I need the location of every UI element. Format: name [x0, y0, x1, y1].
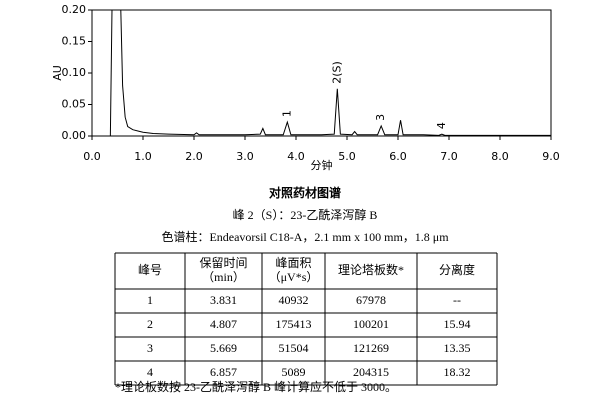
table-cell: 18.32 — [444, 365, 471, 379]
peak-note: 峰 2（S）：23-乙酰泽泻醇 B — [233, 207, 378, 222]
x-tick-label: 3.0 — [236, 150, 254, 163]
x-tick-label: 8.0 — [491, 150, 509, 163]
y-tick-label: 0.00 — [62, 129, 87, 142]
x-tick-label: 4.0 — [287, 150, 305, 163]
x-axis-label: 分钟 — [311, 158, 333, 172]
table-cell: 175413 — [276, 317, 312, 331]
table-header: 分离度 — [439, 262, 475, 277]
figure-title: 对照药材图谱 — [269, 185, 341, 200]
table-header: （μV*s） — [269, 270, 319, 284]
table-cell: 5089 — [282, 365, 306, 379]
table-cell: 5.669 — [210, 341, 237, 355]
table-cell: -- — [453, 293, 461, 307]
peak-label: 4 — [435, 122, 448, 129]
x-tick-label: 5.0 — [338, 150, 356, 163]
x-tick-label: 6.0 — [389, 150, 407, 163]
x-tick-label: 0.0 — [83, 150, 101, 163]
table-header: 峰号 — [138, 263, 162, 277]
x-tick-label: 7.0 — [440, 150, 458, 163]
table-cell: 2 — [147, 317, 153, 331]
peak-label: 1 — [280, 110, 293, 117]
footnote: *理论板数按 23-乙酰泽泻醇 B 峰计算应不低于 3000。 — [115, 379, 397, 394]
peak-label: 2(S) — [330, 61, 343, 84]
table-cell: 4 — [147, 365, 153, 379]
table-cell: 6.857 — [210, 365, 237, 379]
table-cell: 3.831 — [210, 293, 237, 307]
table-cell: 121269 — [353, 341, 389, 355]
y-tick-label: 0.10 — [62, 66, 87, 79]
table-cell: 13.35 — [444, 341, 471, 355]
table-cell: 204315 — [353, 365, 389, 379]
table-cell: 1 — [147, 293, 153, 307]
y-tick-label: 0.05 — [62, 98, 87, 111]
table-cell: 40932 — [279, 293, 309, 307]
table-cell: 3 — [147, 341, 153, 355]
table-cell: 100201 — [353, 317, 389, 331]
table-cell: 4.807 — [210, 317, 237, 331]
table-header: 理论塔板数* — [338, 262, 404, 277]
column-note: 色谱柱：Endeavorsil C18-A，2.1 mm x 100 mm，1.… — [161, 229, 449, 244]
table-cell: 67978 — [356, 293, 386, 307]
y-axis-label: AU — [51, 65, 64, 81]
table-cell: 15.94 — [444, 317, 471, 331]
y-tick-label: 0.15 — [62, 35, 87, 48]
x-tick-label: 9.0 — [542, 150, 560, 163]
y-tick-label: 0.20 — [62, 3, 87, 16]
x-tick-label: 2.0 — [185, 150, 203, 163]
trace — [92, 10, 551, 136]
plot-frame — [91, 9, 552, 137]
table-header: 峰面积 — [275, 256, 311, 270]
table-header: （min） — [202, 270, 245, 284]
table-header: 保留时间 — [199, 256, 247, 270]
table-cell: 51504 — [279, 341, 309, 355]
peak-label: 3 — [374, 114, 387, 121]
x-tick-label: 1.0 — [134, 150, 152, 163]
